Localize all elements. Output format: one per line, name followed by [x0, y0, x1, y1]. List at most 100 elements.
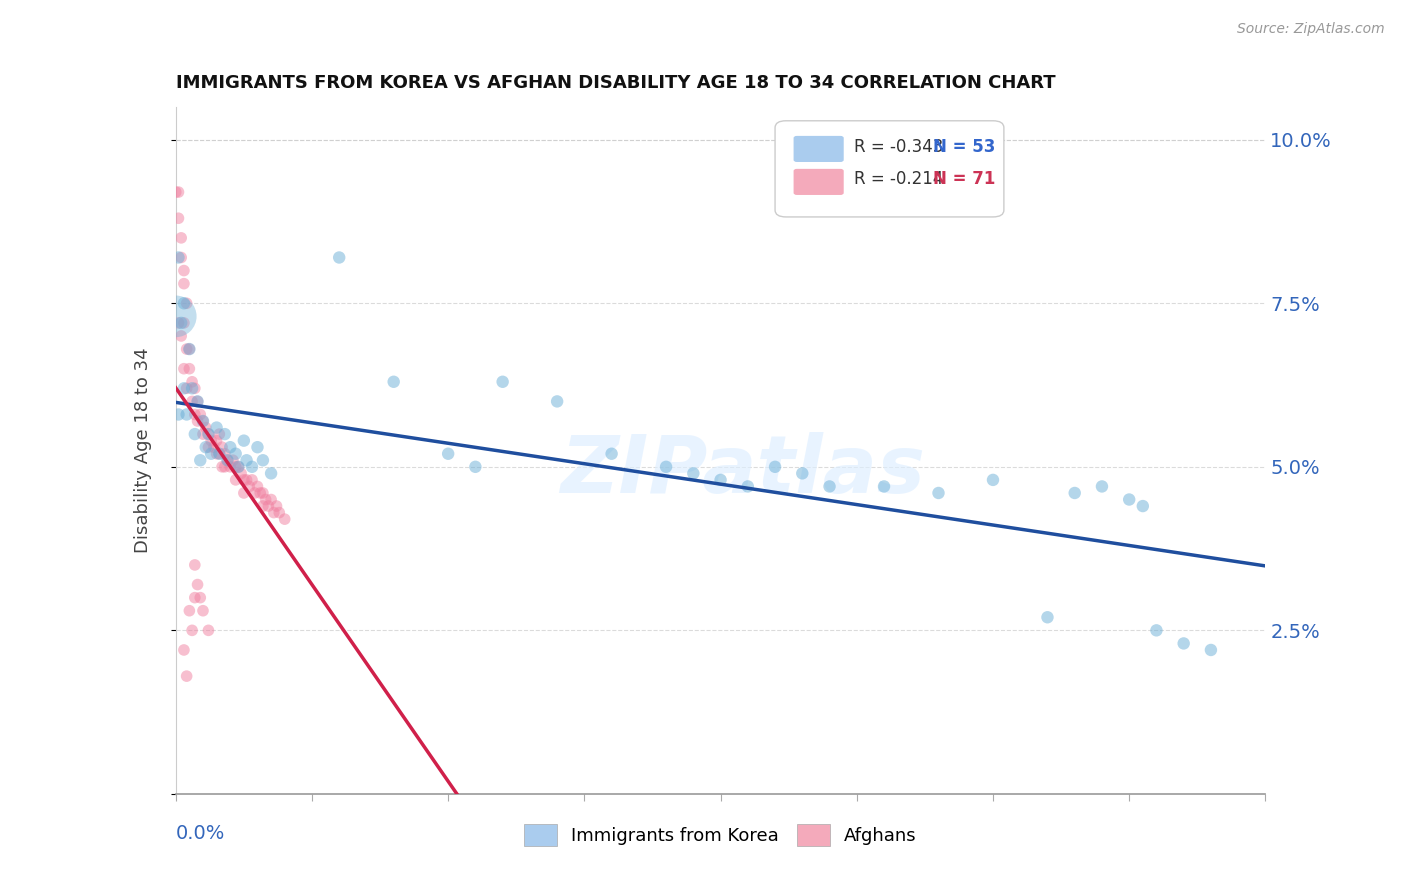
Point	[981, 473, 1004, 487]
Point	[176, 296, 198, 310]
Point	[252, 453, 274, 467]
Point	[219, 440, 242, 454]
Point	[710, 473, 733, 487]
Point	[1199, 643, 1222, 657]
Point	[188, 453, 211, 467]
Point	[655, 459, 678, 474]
Point	[228, 459, 250, 474]
Point	[217, 453, 239, 467]
Point	[217, 453, 239, 467]
Point	[184, 558, 207, 572]
Point	[225, 473, 247, 487]
Point	[165, 310, 187, 324]
Text: R = -0.214: R = -0.214	[853, 170, 943, 188]
Text: ZIPatlas: ZIPatlas	[560, 432, 925, 510]
Point	[191, 427, 214, 442]
Point	[252, 486, 274, 500]
Point	[225, 447, 247, 461]
Point	[249, 486, 271, 500]
Point	[167, 316, 190, 330]
Point	[232, 486, 254, 500]
Point	[176, 669, 198, 683]
Point	[194, 420, 217, 434]
Point	[173, 381, 195, 395]
Point	[208, 447, 231, 461]
Point	[191, 414, 214, 428]
Point	[1063, 486, 1085, 500]
Point	[167, 211, 190, 226]
Point	[1091, 479, 1114, 493]
Point	[197, 624, 219, 638]
Point	[173, 643, 195, 657]
Point	[188, 408, 211, 422]
Point	[222, 453, 245, 467]
Point	[214, 447, 236, 461]
Point	[170, 316, 193, 330]
Point	[818, 479, 841, 493]
Point	[191, 604, 214, 618]
Point	[260, 467, 283, 481]
Point	[546, 394, 568, 409]
Text: IMMIGRANTS FROM KOREA VS AFGHAN DISABILITY AGE 18 TO 34 CORRELATION CHART: IMMIGRANTS FROM KOREA VS AFGHAN DISABILI…	[176, 74, 1056, 92]
Text: R = -0.343: R = -0.343	[853, 138, 943, 156]
Point	[167, 408, 190, 422]
Text: N = 53: N = 53	[934, 138, 995, 156]
Point	[266, 499, 288, 513]
Point	[165, 185, 187, 199]
Point	[235, 453, 257, 467]
Point	[257, 499, 280, 513]
Point	[167, 251, 190, 265]
Point	[197, 427, 219, 442]
Point	[254, 492, 277, 507]
Point	[219, 459, 242, 474]
Point	[243, 486, 266, 500]
Point	[181, 381, 204, 395]
Point	[184, 381, 207, 395]
Point	[328, 251, 350, 265]
Point	[173, 263, 195, 277]
Y-axis label: Disability Age 18 to 34: Disability Age 18 to 34	[134, 348, 152, 553]
Point	[181, 624, 204, 638]
Point	[197, 427, 219, 442]
Point	[181, 375, 204, 389]
Point	[194, 440, 217, 454]
Point	[246, 440, 269, 454]
Point	[737, 479, 759, 493]
Point	[232, 473, 254, 487]
Point	[211, 440, 233, 454]
Point	[176, 408, 198, 422]
Point	[173, 361, 195, 376]
Point	[260, 492, 283, 507]
Point	[274, 512, 297, 526]
Point	[188, 591, 211, 605]
Point	[263, 506, 285, 520]
Point	[173, 316, 195, 330]
Point	[928, 486, 950, 500]
Point	[269, 506, 291, 520]
Point	[179, 342, 201, 356]
FancyBboxPatch shape	[793, 169, 844, 195]
Point	[202, 440, 225, 454]
Point	[179, 361, 201, 376]
Point	[186, 394, 209, 409]
Point	[186, 577, 209, 591]
Point	[170, 329, 193, 343]
Point	[1173, 636, 1195, 650]
Point	[246, 479, 269, 493]
Point	[184, 591, 207, 605]
Point	[464, 459, 486, 474]
Point	[214, 427, 236, 442]
Point	[181, 394, 204, 409]
Point	[167, 185, 190, 199]
Point	[191, 414, 214, 428]
Point	[197, 440, 219, 454]
Point	[211, 459, 233, 474]
Text: N = 71: N = 71	[934, 170, 995, 188]
Point	[170, 251, 193, 265]
Point	[252, 499, 274, 513]
Point	[200, 434, 222, 448]
Point	[600, 447, 623, 461]
Point	[1132, 499, 1154, 513]
Point	[235, 473, 257, 487]
Point	[200, 447, 222, 461]
